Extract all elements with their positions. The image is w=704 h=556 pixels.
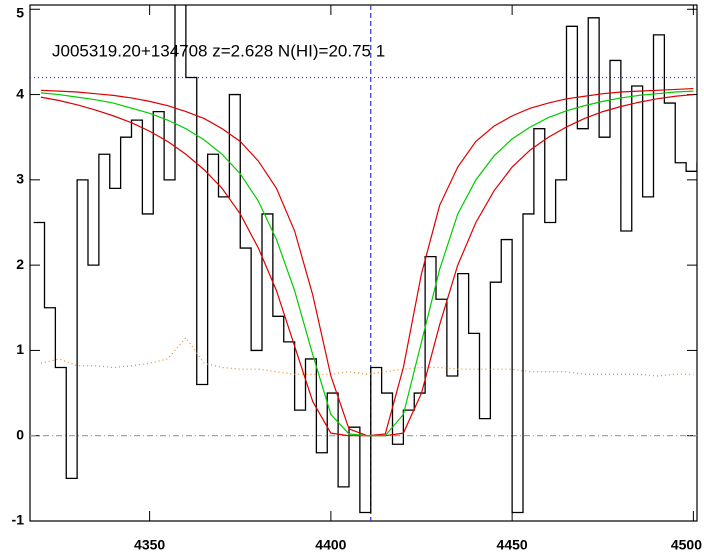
y-tick-label: 4 <box>16 85 24 101</box>
x-tick-label: 4500 <box>671 537 702 553</box>
y-tick-label: 3 <box>16 171 24 187</box>
y-tick-label: 2 <box>16 256 24 272</box>
y-tick-label: 5 <box>16 5 24 21</box>
series-line <box>40 87 694 437</box>
y-tick-label: 1 <box>16 341 24 357</box>
y-tick-label: -1 <box>12 512 25 528</box>
plot-frame <box>29 4 698 522</box>
series-line <box>40 336 694 377</box>
x-tick-label: 4400 <box>315 537 346 553</box>
x-tick-label: 4450 <box>497 537 528 553</box>
series-line <box>33 5 697 514</box>
annotation: J005319.20+134708 z=2.628 N(HI)=20.75 1 <box>52 41 385 60</box>
y-tick-label: 0 <box>16 426 24 442</box>
series-line <box>40 90 694 437</box>
series-line <box>40 93 694 437</box>
x-tick-label: 4350 <box>134 537 165 553</box>
